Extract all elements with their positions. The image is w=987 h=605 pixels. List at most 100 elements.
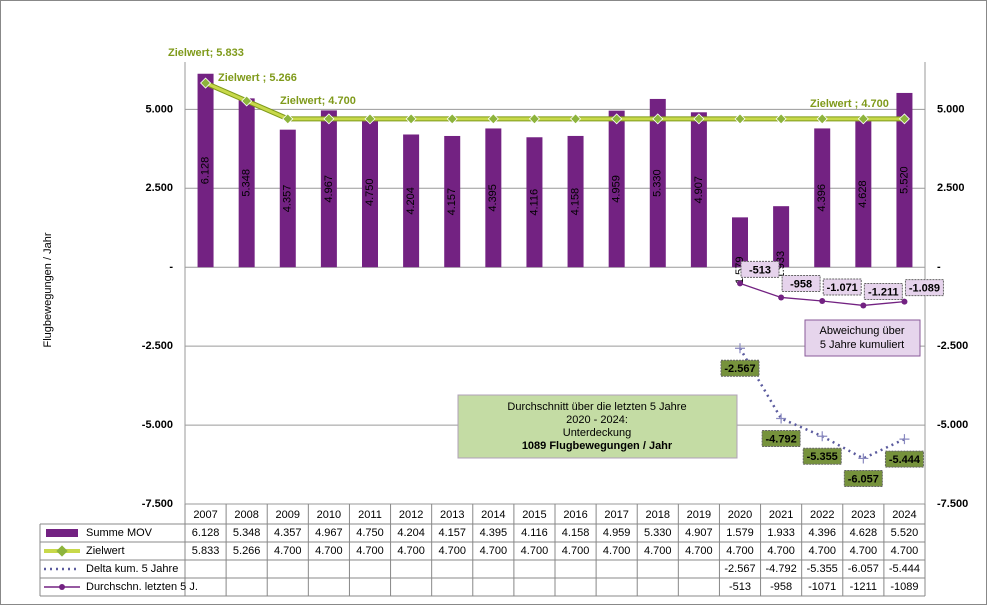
data-label-box <box>822 278 862 296</box>
table-cell: 4.700 <box>644 545 672 557</box>
bar <box>608 110 625 268</box>
bar-value-label: 4.395 <box>487 184 499 212</box>
bar <box>690 112 707 268</box>
x-tick-label: 2019 <box>687 509 711 521</box>
plus-marker <box>817 431 828 442</box>
table-cell: -4.792 <box>766 563 797 575</box>
bar-value-label: 4.157 <box>446 188 458 216</box>
info-text: Durchschnitt über die letzten 5 Jahre <box>507 401 686 413</box>
bar <box>238 98 255 268</box>
info-text: Unterdeckung <box>563 427 632 439</box>
x-tick-label: 2021 <box>769 509 793 521</box>
bar <box>567 135 584 268</box>
table-cell: 4.700 <box>438 545 466 557</box>
dot-marker <box>860 302 867 309</box>
x-tick-label: 2018 <box>646 509 670 521</box>
y2-tick-label: - <box>937 261 941 273</box>
table-cell: 5.330 <box>644 527 672 539</box>
target-marker <box>405 113 417 125</box>
bar-value-label: 4.967 <box>323 175 335 203</box>
data-label: -5.355 <box>807 451 838 463</box>
data-label-box <box>884 450 924 468</box>
table-cell: 4.395 <box>480 527 508 539</box>
table-cell: 4.907 <box>685 527 713 539</box>
data-label: -1.211 <box>868 286 899 298</box>
bar <box>814 128 831 268</box>
table-cell: 4.700 <box>562 545 590 557</box>
y-tick-label: -7.500 <box>142 498 173 510</box>
target-marker <box>693 113 705 125</box>
table-cell: 4.967 <box>315 527 343 539</box>
y2-tick-label: -2.500 <box>937 340 968 352</box>
data-label-box <box>761 430 801 448</box>
table-cell: 4.700 <box>315 545 343 557</box>
table-cell: 4.700 <box>480 545 508 557</box>
table-cell: -958 <box>770 581 792 593</box>
legend-label: Delta kum. 5 Jahre <box>86 563 178 575</box>
plus-marker <box>735 343 745 354</box>
legend-symbol <box>59 584 65 590</box>
data-label: -1.071 <box>827 282 858 294</box>
table-cell: -2.567 <box>724 563 755 575</box>
target-marker <box>323 113 335 125</box>
legend-label: Durchschn. letzten 5 J. <box>86 581 198 593</box>
bar-value-label: 5.348 <box>241 169 253 197</box>
table-cell: 4.700 <box>685 545 713 557</box>
table-cell: 4.750 <box>356 527 384 539</box>
data-label-box <box>843 469 883 487</box>
target-marker <box>241 95 253 107</box>
legend-label: Summe MOV <box>86 527 153 539</box>
bar <box>732 217 748 268</box>
bar <box>279 129 296 268</box>
x-tick-label: 2010 <box>317 509 341 521</box>
table-cell: 4.396 <box>808 527 836 539</box>
table-cell: 4.204 <box>397 527 425 539</box>
dot-marker <box>901 298 908 305</box>
y2-tick-label: 2.500 <box>937 182 965 194</box>
table-cell: 4.628 <box>850 527 878 539</box>
data-label: -2.567 <box>724 363 755 375</box>
bar <box>896 92 913 268</box>
data-label: -6.057 <box>848 473 879 485</box>
table-cell: 4.700 <box>726 545 754 557</box>
data-label-box <box>781 274 821 292</box>
bar <box>485 128 502 268</box>
bar-value-label: 4.396 <box>816 184 828 212</box>
target-marker <box>734 113 746 125</box>
y-tick-label: -2.500 <box>142 340 173 352</box>
table-cell: 4.700 <box>767 545 795 557</box>
bar <box>855 121 872 268</box>
target-annotation: Zielwert ; 5.266 <box>218 72 297 84</box>
note-text: 5 Jahre kumuliert <box>820 339 904 351</box>
target-annotation: Zielwert ; 4.700 <box>810 98 889 110</box>
table-cell: 6.128 <box>192 527 220 539</box>
x-tick-label: 2024 <box>892 509 916 521</box>
bar <box>526 137 543 268</box>
legend-symbol <box>46 529 78 537</box>
table-cell: -5.444 <box>889 563 920 575</box>
data-label-box <box>740 260 780 278</box>
table-cell: 4.700 <box>603 545 631 557</box>
y-tick-label: 2.500 <box>145 182 173 194</box>
table-cell: -5.355 <box>807 563 838 575</box>
bar <box>649 98 666 268</box>
table-cell: 5.520 <box>891 527 919 539</box>
plus-marker <box>858 453 869 464</box>
target-marker <box>364 113 376 125</box>
target-marker <box>857 113 869 125</box>
plus-marker <box>899 434 910 445</box>
x-tick-label: 2016 <box>563 509 587 521</box>
table-cell: 4.700 <box>356 545 384 557</box>
table-cell: 5.833 <box>192 545 220 557</box>
table-cell: 4.700 <box>274 545 302 557</box>
y2-tick-label: -5.000 <box>937 419 968 431</box>
bar-value-label: 4.959 <box>611 175 623 203</box>
data-label: -4.792 <box>766 433 797 445</box>
note-box <box>804 319 921 357</box>
x-tick-label: 2008 <box>234 509 258 521</box>
table-cell: 1.933 <box>767 527 795 539</box>
x-tick-label: 2017 <box>604 509 628 521</box>
table-cell: 1.579 <box>726 527 754 539</box>
target-line <box>204 81 905 121</box>
bar-value-label: 4.204 <box>405 187 417 215</box>
